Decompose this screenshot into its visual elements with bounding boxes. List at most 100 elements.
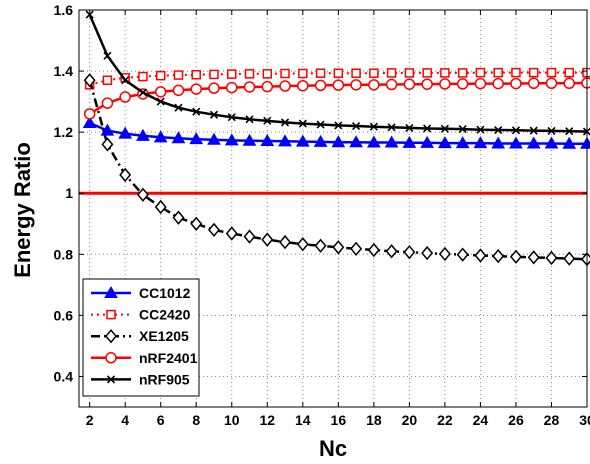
x-tick-label: 18 [366, 412, 382, 428]
data-point [492, 77, 504, 90]
data-point [352, 121, 361, 131]
legend-marker [104, 285, 118, 298]
legend-label: CC1012 [139, 285, 191, 301]
data-point [491, 136, 506, 149]
data-point [473, 136, 488, 149]
data-point [458, 125, 467, 134]
x-tick-label: 30 [579, 412, 590, 428]
legend-marker [105, 329, 117, 344]
data-point [263, 116, 272, 125]
data-point [334, 121, 343, 130]
data-point [562, 136, 577, 149]
data-point [297, 79, 309, 92]
data-point [403, 244, 416, 260]
series-group [82, 10, 590, 267]
data-point [314, 79, 327, 92]
data-point [171, 131, 186, 144]
data-point [225, 226, 238, 241]
data-point [545, 77, 558, 90]
data-point [83, 73, 96, 88]
data-point [103, 51, 112, 60]
data-point [440, 124, 449, 133]
data-point [438, 246, 451, 262]
data-point [101, 137, 114, 152]
data-point [245, 115, 254, 124]
legend-label: XE1205 [139, 328, 189, 344]
data-point [545, 250, 558, 266]
legend-label: nRF2401 [139, 350, 198, 366]
y-tick-label: 1 [65, 185, 73, 201]
data-point [119, 167, 132, 183]
data-point [369, 122, 378, 131]
x-tick-label: 24 [473, 412, 489, 428]
data-point [367, 242, 380, 258]
data-point [153, 130, 168, 143]
data-point [261, 80, 274, 93]
x-tick-label: 6 [157, 412, 165, 428]
data-point [261, 232, 274, 247]
data-point [83, 108, 96, 120]
x-tick-label: 26 [508, 412, 524, 428]
data-point [476, 125, 485, 134]
data-point [138, 71, 148, 82]
data-point [351, 68, 361, 78]
series-nrf2401 [83, 77, 590, 120]
x-tick-label: 8 [192, 412, 200, 428]
legend-item: XE1205 [91, 328, 189, 344]
data-point [438, 136, 452, 149]
data-point [190, 83, 202, 95]
y-tick-label: 0.8 [54, 246, 74, 262]
data-point [101, 97, 114, 109]
y-axis-title: Energy Ratio [10, 142, 35, 278]
data-point [118, 126, 133, 139]
data-point [404, 68, 415, 78]
data-point [156, 97, 165, 106]
data-point [527, 250, 540, 265]
data-point [192, 107, 201, 116]
data-point [102, 75, 113, 85]
data-point [207, 132, 221, 145]
data-point [581, 77, 590, 89]
x-tick-label: 22 [437, 412, 453, 428]
data-point [209, 69, 219, 80]
data-point [316, 120, 325, 129]
legend-marker [105, 352, 117, 364]
legend-item: CC1012 [91, 285, 191, 301]
legend: CC1012 CC2420 XE1205 nRF2401 nRF905 [82, 278, 200, 397]
data-point [366, 135, 381, 148]
plot-frame [78, 9, 588, 408]
data-point [494, 125, 503, 135]
data-point [423, 124, 432, 133]
y-tick-label: 1.2 [54, 124, 74, 140]
data-point [528, 67, 539, 78]
data-point [279, 80, 291, 92]
data-point [475, 67, 486, 78]
data-point [527, 77, 540, 90]
data-point [315, 68, 326, 78]
data-point [82, 115, 97, 128]
data-point [405, 123, 414, 132]
data-point [208, 82, 220, 94]
x-tick-label: 20 [402, 412, 418, 428]
data-point [227, 113, 236, 122]
data-point [511, 126, 521, 135]
data-point [224, 133, 239, 146]
data-point [385, 244, 398, 259]
data-point [456, 78, 469, 90]
data-point [242, 133, 257, 146]
data-point [544, 136, 559, 149]
data-point [174, 103, 183, 112]
y-tick-label: 0.4 [54, 368, 74, 384]
legend-label: nRF905 [139, 371, 190, 387]
data-point [138, 88, 148, 97]
data-point [331, 135, 346, 148]
data-point [510, 77, 522, 90]
legend-label: CC2420 [139, 307, 191, 323]
legend-marker [106, 309, 116, 320]
legend-item: nRF2401 [91, 350, 198, 366]
data-point [474, 77, 487, 90]
data-point [349, 135, 363, 148]
data-point [420, 135, 435, 148]
x-tick-label: 2 [86, 412, 94, 428]
